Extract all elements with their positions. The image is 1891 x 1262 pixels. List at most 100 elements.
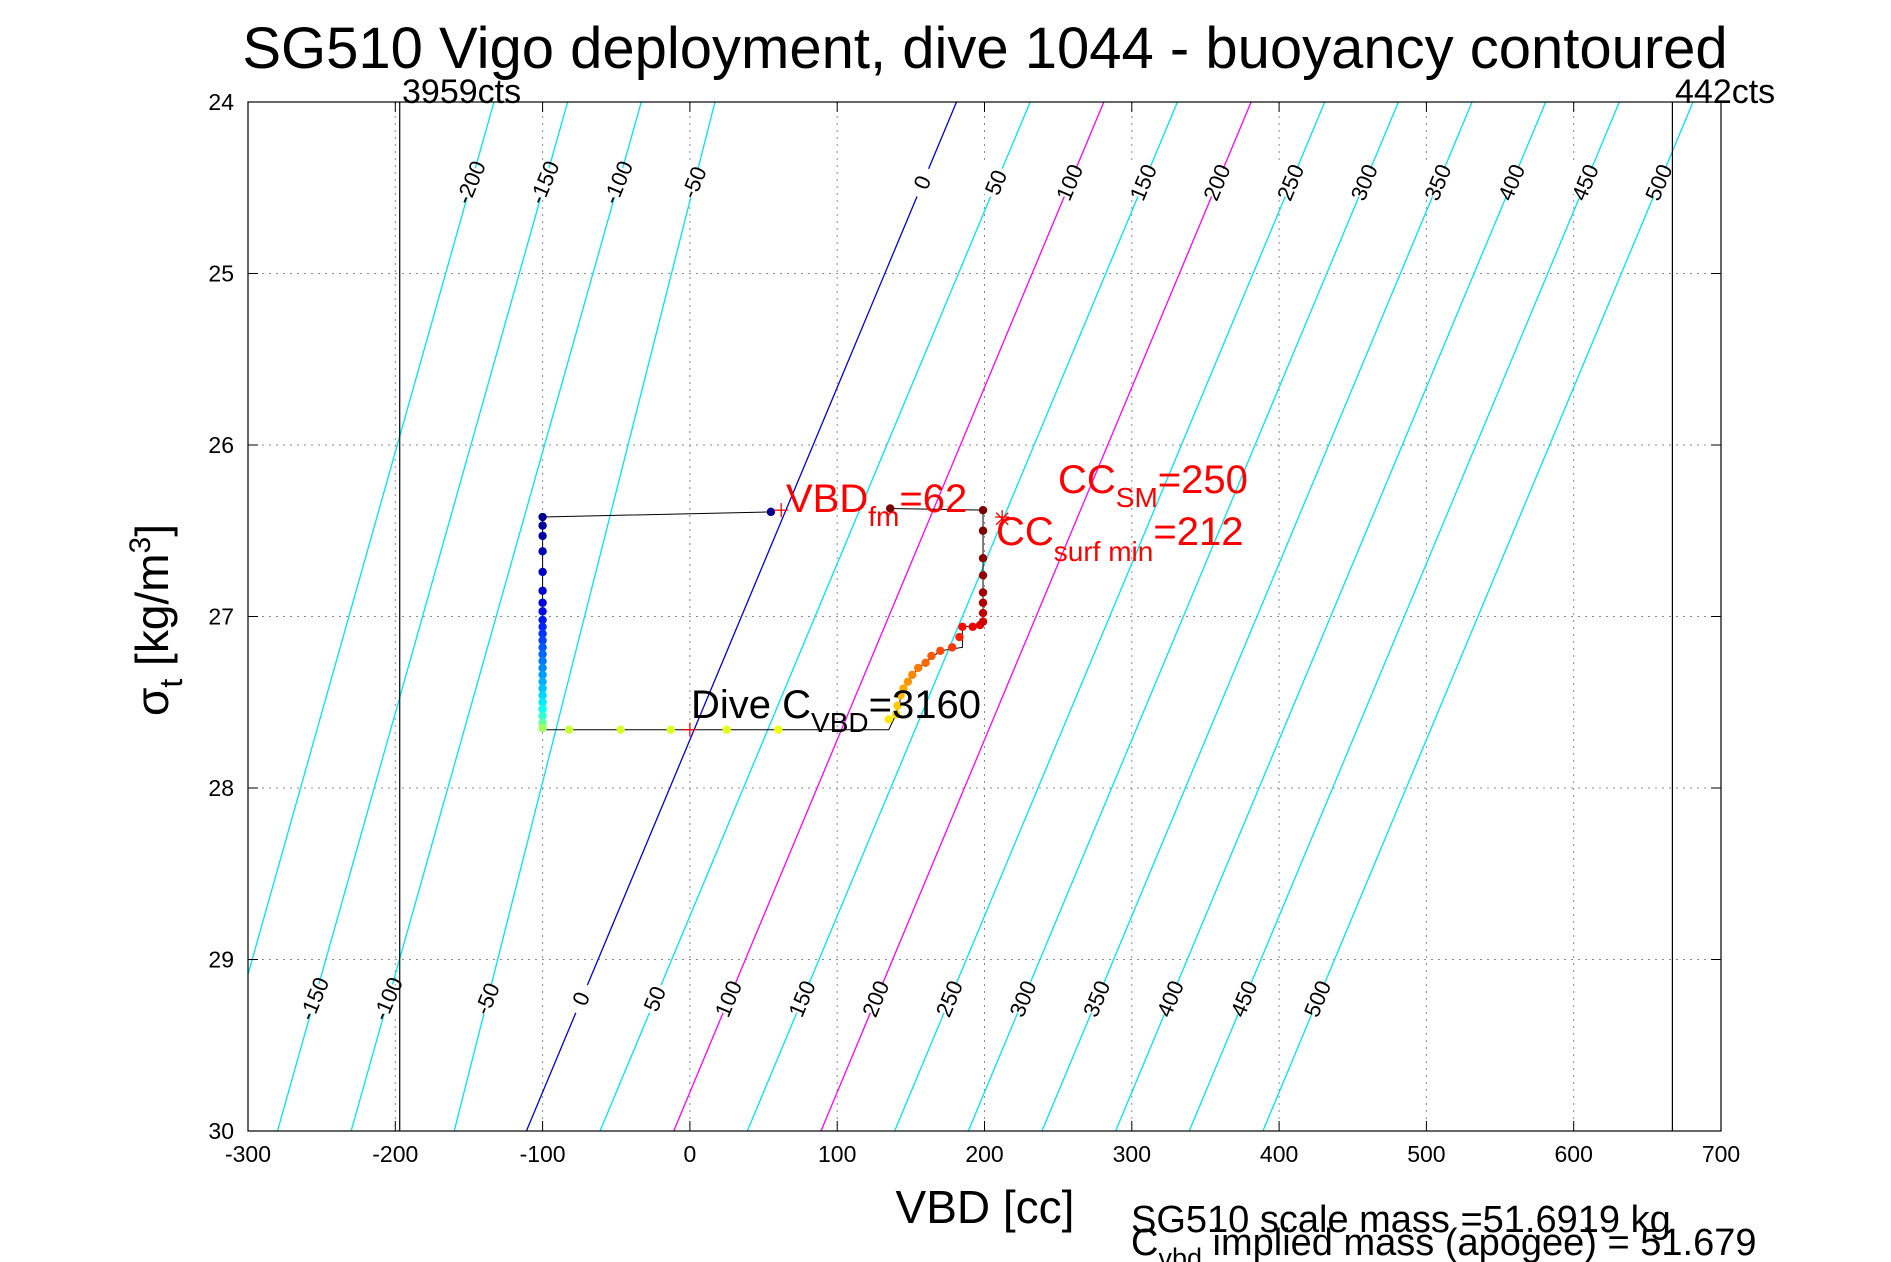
buoyancy-contours <box>0 102 1694 1131</box>
contour-label-bg <box>842 973 910 1025</box>
dive-point <box>896 691 905 700</box>
y-tick-label: 24 <box>208 89 234 115</box>
contour-label-bg <box>1257 157 1325 209</box>
dive-point <box>891 710 901 719</box>
contour-line <box>967 102 1400 1131</box>
contour-label-bg <box>1478 157 1546 209</box>
dive-point <box>886 504 895 513</box>
svg-text:σt [kg/m3]: σt [kg/m3] <box>124 524 189 716</box>
contour-line <box>599 102 1031 1131</box>
contour-line <box>1262 102 1694 1131</box>
y-tick-label: 29 <box>208 947 234 973</box>
dive-point <box>538 663 547 673</box>
contour-label-bg <box>1284 973 1352 1025</box>
contour-line <box>0 102 23 1131</box>
contour-label-bg <box>548 973 616 1025</box>
contour-line <box>820 102 1252 1131</box>
contour-label-bg <box>354 973 422 1025</box>
contour-label-bg <box>437 157 505 209</box>
dive-point <box>538 656 547 666</box>
x-tick-label: 500 <box>1407 1141 1445 1167</box>
dive-point <box>564 725 574 734</box>
dive-point <box>538 704 547 714</box>
annotation-markers <box>682 503 1010 737</box>
contour-line <box>894 102 1326 1131</box>
implied-mass-text: Cvbd implied mass (apogee) = 51.679 <box>1131 1222 1757 1262</box>
contour-line <box>276 102 569 1131</box>
contour-line <box>453 102 716 1131</box>
dive-point <box>921 658 930 668</box>
contour-line <box>350 102 642 1131</box>
contour-label-bg <box>963 157 1030 209</box>
dive-point <box>538 531 547 541</box>
dive-point <box>927 651 936 661</box>
dive-point <box>616 725 625 734</box>
dive-point <box>884 715 893 724</box>
contour-label-bg <box>281 973 349 1025</box>
dive-point <box>722 725 731 734</box>
contour-line <box>1188 102 1620 1131</box>
y-tick-label: 27 <box>208 604 234 630</box>
dive-point <box>538 636 547 645</box>
dive-point <box>899 684 908 693</box>
contour-label-bg <box>990 973 1057 1025</box>
dive-point <box>538 670 547 680</box>
x-tick-label: -300 <box>225 1141 271 1167</box>
vbd-fm-annotation: VBDfm=62 <box>786 477 967 532</box>
scale-mass-text: SG510 scale mass =51.6919 kg <box>1131 1199 1671 1241</box>
dive-point <box>908 670 917 680</box>
contour-label-bg <box>1063 973 1131 1025</box>
counts-left-label: 3959cts <box>402 73 521 111</box>
dive-point <box>538 607 547 616</box>
dive-point <box>538 615 547 625</box>
dive-point <box>538 586 547 595</box>
x-tick-label: 600 <box>1555 1141 1593 1167</box>
dive-point <box>958 622 967 631</box>
dive-point <box>978 553 988 563</box>
dive-point <box>538 629 547 638</box>
dive-point <box>538 691 547 700</box>
x-tick-label: -200 <box>372 1141 418 1167</box>
dive-point <box>538 512 547 522</box>
count-limit-lines <box>399 102 1673 1131</box>
contour-label-bg <box>1404 157 1472 209</box>
dive-point <box>978 608 988 618</box>
dive-point <box>538 567 547 577</box>
contour-label-bg <box>916 973 984 1025</box>
contour-label-bg <box>1552 157 1620 209</box>
dive-point <box>978 526 988 535</box>
contour-label-bg <box>1331 157 1399 209</box>
contour-label-bg <box>511 157 579 209</box>
dive-points <box>538 504 988 734</box>
contour-label-bg <box>1036 157 1104 209</box>
dive-point <box>947 643 957 652</box>
dive-point <box>914 663 923 673</box>
contour-line <box>0 102 96 1131</box>
dive-point <box>538 547 547 556</box>
x-tick-label: -100 <box>520 1141 566 1167</box>
x-tick-label: 700 <box>1702 1141 1740 1167</box>
x-tick-label: 100 <box>818 1141 856 1167</box>
contour-line <box>746 102 1179 1131</box>
dive-point <box>538 643 547 652</box>
x-tick-label: 400 <box>1260 1141 1298 1167</box>
dive-point <box>774 725 783 734</box>
dive-point <box>936 646 945 655</box>
contour-label-bg <box>769 973 837 1025</box>
y-tick-label: 30 <box>208 1118 234 1144</box>
x-axis-label: VBD [cc] <box>896 1181 1075 1233</box>
y-axis-label: σt [kg/m3] <box>124 524 189 716</box>
dive-point <box>538 711 547 721</box>
cc-surf-min-annotation: CCsurf min=212 <box>996 510 1243 567</box>
contour-label-bg <box>621 973 689 1025</box>
dive-point <box>538 723 547 733</box>
contour-labels: -200 -150 -100 -50 0 50 100 150 200 250 300 350 400 4… <box>281 157 1693 1025</box>
dive-point <box>538 598 547 607</box>
x-tick-label: 0 <box>684 1141 697 1167</box>
dive-point <box>538 684 547 693</box>
dive-point <box>978 505 988 515</box>
dive-point <box>538 677 547 686</box>
contour-label-bg <box>1625 157 1693 209</box>
dive-point <box>538 622 547 631</box>
y-tick-label: 25 <box>208 261 234 287</box>
